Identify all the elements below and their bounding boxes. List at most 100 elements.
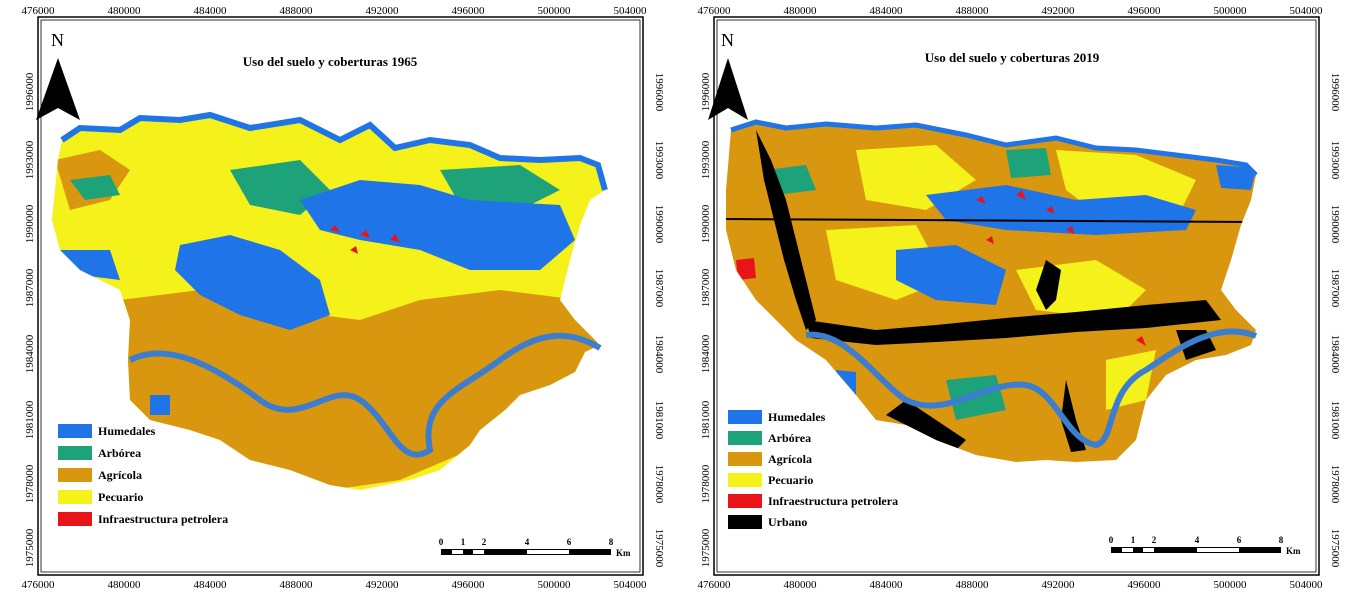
y-tick: 1984000: [1329, 335, 1341, 374]
y-tick: 1990000: [24, 204, 36, 243]
x-tick: 500000: [1214, 579, 1248, 591]
y-tick: 1993000: [24, 140, 36, 179]
x-tick: 488000: [280, 579, 314, 591]
x-tick: 476000: [22, 579, 56, 591]
map-2019-svg: Uso del suelo y coberturas 2019 N 476000…: [698, 5, 1342, 591]
legend: Humedales Arbórea Agrícola Pecuario Infr…: [728, 410, 898, 529]
urbano-patch: [886, 400, 966, 450]
y-tick: 1990000: [1329, 205, 1341, 244]
map-title: Uso del suelo y coberturas 1965: [243, 54, 418, 69]
y-tick: 1981000: [24, 400, 36, 439]
x-tick: 488000: [956, 5, 990, 17]
legend-swatch-agricola: [58, 468, 92, 482]
y-tick: 1981000: [1329, 401, 1341, 440]
river-north: [730, 119, 1258, 177]
humedales-north: [926, 185, 1196, 235]
y-tick: 1975000: [653, 529, 665, 568]
map-inner-frame: [40, 19, 641, 573]
legend-label: Humedales: [98, 424, 156, 438]
river-north: [60, 111, 608, 191]
humedales-west: [175, 235, 330, 330]
y-ticks-left: 1996000 1993000 1990000 1987000 1984000 …: [700, 72, 712, 567]
legend-swatch-infraestructura: [728, 494, 762, 508]
scale-label: 4: [1195, 535, 1200, 545]
scale-label: 6: [567, 537, 572, 547]
x-tick: 480000: [784, 5, 818, 17]
x-tick: 476000: [22, 5, 56, 17]
north-arrow: N: [708, 30, 748, 120]
north-arrow-icon: [36, 58, 80, 120]
x-tick: 500000: [538, 5, 572, 17]
y-ticks-left: 1996000 1993000 1990000 1987000 1984000 …: [24, 72, 36, 567]
y-tick: 1987000: [653, 269, 665, 308]
y-tick: 1987000: [1329, 269, 1341, 308]
urbano-patch: [1036, 260, 1061, 310]
legend-label: Arbórea: [768, 431, 811, 445]
legend-label: Agrícola: [98, 468, 142, 482]
scale-label: 1: [461, 537, 466, 547]
y-tick: 1981000: [700, 400, 712, 439]
map-title: Uso del suelo y coberturas 2019: [925, 50, 1100, 65]
y-ticks-right: 1996000 1993000 1990000 1987000 1984000 …: [1329, 73, 1341, 568]
urbano-strip: [756, 130, 816, 330]
scale-bar-base: [1111, 547, 1281, 553]
y-tick: 1987000: [700, 268, 712, 307]
x-tick: 504000: [614, 579, 648, 591]
legend-label: Urbano: [768, 515, 807, 529]
humedales-patch: [60, 250, 120, 280]
x-tick: 504000: [1290, 5, 1324, 17]
scale-bar-segment: [1122, 548, 1133, 552]
legend-label: Pecuario: [768, 473, 813, 487]
x-tick: 484000: [870, 5, 904, 17]
scale-label: 2: [1152, 535, 1157, 545]
y-tick: 1996000: [700, 72, 712, 111]
legend-label: Pecuario: [98, 490, 143, 504]
x-tick: 496000: [1128, 5, 1162, 17]
humedales-west: [896, 245, 1006, 305]
x-ticks-bottom: 476000 480000 484000 488000 492000 49600…: [698, 579, 1324, 591]
humedales-north: [300, 180, 575, 270]
x-tick: 476000: [698, 5, 732, 17]
x-tick: 504000: [614, 5, 648, 17]
x-ticks-top: 476000 480000 484000 488000 492000 49600…: [22, 5, 648, 17]
scale-bar: 0 1 2 4 6 8 Km: [1109, 535, 1301, 556]
river-south: [128, 332, 602, 458]
y-tick: 1993000: [1329, 141, 1341, 180]
x-tick: 496000: [452, 5, 486, 17]
scale-bar-segment: [452, 550, 463, 554]
x-tick: 492000: [1042, 5, 1076, 17]
y-tick: 1981000: [653, 401, 665, 440]
x-tick: 492000: [366, 5, 400, 17]
y-tick: 1978000: [1329, 465, 1341, 504]
y-tick: 1975000: [1329, 529, 1341, 568]
y-tick: 1978000: [700, 464, 712, 503]
scale-bar-segment: [527, 550, 569, 554]
scale-label: 6: [1237, 535, 1242, 545]
legend-swatch-infraestructura: [58, 512, 92, 526]
legend-swatch-urbano: [728, 515, 762, 529]
y-tick: 1996000: [653, 73, 665, 112]
x-tick: 476000: [698, 579, 732, 591]
y-tick: 1978000: [653, 465, 665, 504]
legend-swatch-agricola: [728, 452, 762, 466]
north-arrow: N: [36, 30, 80, 120]
y-tick: 1996000: [24, 72, 36, 111]
x-tick: 492000: [366, 579, 400, 591]
map-1965-svg: Uso del suelo y coberturas 1965 N 476000…: [22, 5, 666, 591]
x-tick: 504000: [1290, 579, 1324, 591]
urbano-strip: [806, 300, 1221, 345]
arborea-patch: [440, 165, 560, 210]
scale-label: 0: [439, 537, 444, 547]
map-panel-2019: Uso del suelo y coberturas 2019 N 476000…: [676, 0, 1352, 611]
humedales-patch: [150, 395, 170, 415]
scale-label: 1: [1131, 535, 1136, 545]
x-tick: 488000: [956, 579, 990, 591]
x-tick: 500000: [538, 579, 572, 591]
y-tick: 1978000: [24, 464, 36, 503]
legend-swatch-pecuario: [58, 490, 92, 504]
y-tick: 1975000: [24, 528, 36, 567]
scale-label: 8: [609, 537, 614, 547]
x-ticks-bottom: 476000 480000 484000 488000 492000 49600…: [22, 579, 648, 591]
x-tick: 480000: [108, 579, 142, 591]
y-ticks-right: 1996000 1993000 1990000 1987000 1984000 …: [653, 73, 665, 568]
